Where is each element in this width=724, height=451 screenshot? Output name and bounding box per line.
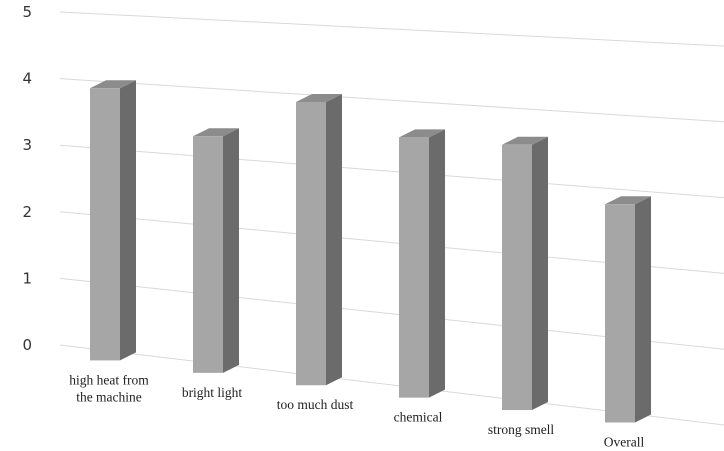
bar-front-0 bbox=[90, 88, 120, 361]
bar-side-5 bbox=[635, 196, 651, 423]
bar-front-5 bbox=[605, 204, 635, 423]
bar-front-3 bbox=[399, 137, 429, 398]
bar-top-3 bbox=[399, 129, 445, 138]
y-tick-label-2: 2 bbox=[22, 203, 32, 221]
bar-top-0 bbox=[90, 80, 136, 89]
y-tick-label-5: 5 bbox=[22, 3, 32, 21]
category-label-4: strong smell bbox=[488, 422, 555, 437]
bar-5 bbox=[605, 196, 651, 423]
category-label-1: bright light bbox=[182, 385, 243, 400]
bar-4 bbox=[502, 136, 548, 411]
bar-side-4 bbox=[532, 136, 548, 411]
category-label-line: the machine bbox=[76, 389, 142, 404]
category-label-0: high heat from the machine bbox=[69, 372, 149, 404]
bar-side-0 bbox=[120, 80, 136, 361]
gridline-5 bbox=[59, 11, 724, 47]
category-label-3: chemical bbox=[394, 410, 443, 425]
gridline-4 bbox=[59, 78, 724, 123]
gridline-3 bbox=[59, 144, 724, 199]
bar-top-1 bbox=[193, 128, 239, 137]
category-label-line: bright light bbox=[182, 385, 243, 400]
category-label-line: too much dust bbox=[277, 397, 354, 412]
bar-side-3 bbox=[429, 129, 445, 398]
bars bbox=[90, 80, 651, 423]
bar-top-4 bbox=[502, 136, 548, 145]
bar-front-1 bbox=[193, 136, 223, 373]
bar-top-5 bbox=[605, 196, 651, 205]
bar-side-1 bbox=[223, 128, 239, 373]
bar-front-4 bbox=[502, 144, 532, 411]
bar-2 bbox=[296, 93, 342, 386]
bar-side-2 bbox=[326, 93, 342, 386]
category-label-line: strong smell bbox=[488, 422, 555, 437]
category-label-line: high heat from bbox=[69, 372, 149, 387]
y-tick-label-4: 4 bbox=[22, 70, 32, 88]
category-label-5: Overall bbox=[604, 434, 645, 449]
category-label-2: too much dust bbox=[277, 397, 354, 412]
category-label-line: Overall bbox=[604, 434, 645, 449]
y-tick-label-3: 3 bbox=[22, 136, 32, 154]
bar-front-2 bbox=[296, 101, 326, 386]
category-labels: high heat from the machine bright light too… bbox=[69, 372, 644, 449]
bar-3 bbox=[399, 129, 445, 398]
category-label-line: chemical bbox=[394, 410, 443, 425]
bar-top-2 bbox=[296, 93, 342, 102]
bar-0 bbox=[90, 80, 136, 361]
bar-1 bbox=[193, 128, 239, 373]
y-tick-label-1: 1 bbox=[22, 269, 32, 287]
y-axis-ticks: 0 1 2 3 4 5 bbox=[22, 3, 32, 354]
y-tick-label-0: 0 bbox=[22, 336, 32, 354]
